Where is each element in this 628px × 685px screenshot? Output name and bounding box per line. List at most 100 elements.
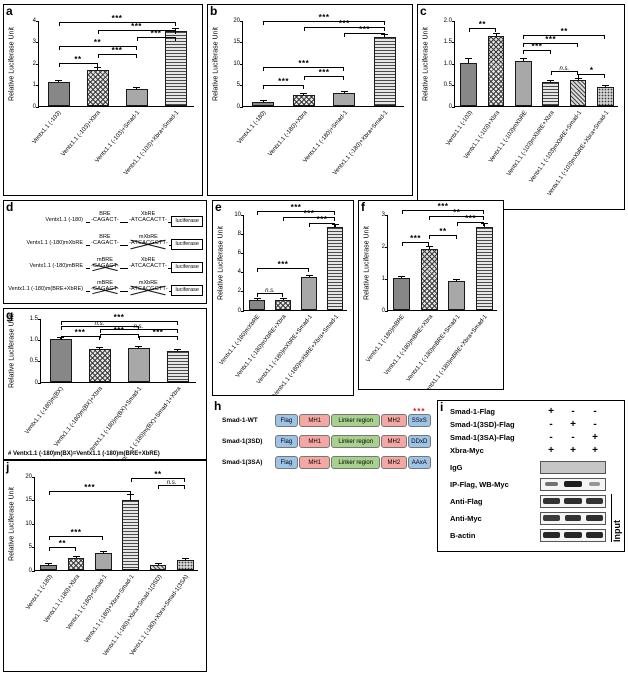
x-tick-label: Ventx1.1 (-180)mBRE+Xbra <box>383 314 435 377</box>
blot-band <box>564 531 582 539</box>
significance-label: n.s. <box>133 324 144 331</box>
y-tick-mark <box>32 500 35 501</box>
y-tick-label: 10 <box>233 60 240 67</box>
mutated-binding-site: mXbRE -ATCACGCTT- <box>128 234 169 247</box>
significance-label: *** <box>278 76 289 86</box>
significance-label: *** <box>131 21 142 31</box>
construct-track: BRE -CAGACT- XbRE -ATCACACTT-luciferase <box>86 209 204 232</box>
bar <box>542 82 560 106</box>
site-sequence: -CAGACT- <box>90 217 120 224</box>
panel-f-letter: f <box>361 200 365 214</box>
panel-d: d Ventx1.1 (-180) BRE -CAGACT- XbRE -ATCACAC… <box>3 200 207 304</box>
site-label: mBRE <box>97 257 113 263</box>
smad-construct-row: Smad-1(3SD) Flag MH1 Linker region MH2 DDxD <box>222 431 432 452</box>
blot-row: Anti-Myc <box>450 511 620 525</box>
condition-row: Xbra-Myc + + + <box>450 444 620 457</box>
significance-label: *** <box>545 34 557 44</box>
x-tick-label: Ventx1.1 (-180)+Smad-1 <box>302 110 349 165</box>
y-tick-label: 5 <box>236 82 240 88</box>
error-bar <box>181 558 189 561</box>
y-tick-label: 10 <box>25 520 32 527</box>
y-tick-mark <box>241 214 244 216</box>
x-tick-label: Ventx1.1 (-103)mXbRE+Smad-1 <box>528 110 583 185</box>
y-axis-label: Relative Luciferase Unit <box>8 314 16 388</box>
y-tick-label: 2 <box>381 243 385 250</box>
site-sequence: -ATCACACTT- <box>128 263 169 270</box>
error-bar <box>519 57 527 61</box>
y-tick-label: 0.5 <box>29 358 38 365</box>
plot-area: 0 2 4 6 8 10 Ventx1.1 (-180)mXbRE Ventx1.1 (-18… <box>219 204 347 395</box>
significance-bracket: *** <box>303 20 385 31</box>
y-tick-label: 1.5 <box>443 39 452 45</box>
blot-band <box>564 515 582 521</box>
condition-symbol: - <box>549 431 553 443</box>
panel-a-letter: a <box>6 4 13 18</box>
blot-strip <box>540 494 606 508</box>
condition-row: Smad-1(3SA)-Flag - - + <box>450 431 620 444</box>
error-bar <box>331 224 339 228</box>
construct-name: Ventx1.1 (-180)mXbRE <box>26 240 83 246</box>
y-axis-label: Relative Luciferase Unit <box>8 487 16 561</box>
y-axis-label: Relative Luciferase Unit <box>212 27 220 101</box>
significance-bracket: *** <box>523 43 551 55</box>
bar-chart-g: Relative Luciferase Unit 0 0.5 1.0 1.5 Ventx1… <box>4 309 206 459</box>
smad-construct-row: Smad-1-WT Flag MH1 Linker region MH2 SSxS *** <box>222 408 432 431</box>
blot-lane <box>584 496 605 507</box>
luciferase-box: luciferase <box>171 262 203 273</box>
bar-chart-j: Relative Luciferase Unit 0 5 10 15 20 Ventx1.1… <box>4 461 206 671</box>
panel-g-footnote: # Ventx1.1 (-180)m(BX)=Ventx1.1 (-180)m(… <box>8 451 160 457</box>
smad-construct-name: Smad-1(3SD) <box>222 438 263 445</box>
y-tick-label: 2 <box>32 60 36 67</box>
construct-name: Ventx1.1 (-180)mBRE <box>29 263 84 269</box>
significance-bracket: *** <box>97 22 176 34</box>
y-tick-mark <box>36 63 39 65</box>
bar <box>125 88 148 106</box>
y-tick-label: 20 <box>25 473 32 480</box>
significance-label: ** <box>453 208 461 217</box>
condition-values: + + + <box>540 445 606 457</box>
significance-label: *** <box>70 528 82 538</box>
y-tick-label: 1.0 <box>29 336 38 343</box>
y-tick-label: 1 <box>381 275 385 282</box>
blot-strip <box>540 528 606 542</box>
site-sequence: -ATCACACTT- <box>128 217 169 224</box>
significance-label: n.s. <box>559 65 570 72</box>
y-tick-mark <box>452 106 455 108</box>
significance-label: *** <box>290 203 302 213</box>
y-tick-mark <box>32 570 35 572</box>
panel-h: h Smad-1-WT Flag MH1 Linker region MH2 SSxS **… <box>212 400 432 476</box>
y-tick-mark <box>240 106 243 108</box>
x-tick-label: Ventx1.1 (-103) <box>32 110 64 146</box>
bar <box>487 36 505 106</box>
significance-bracket: *** <box>401 235 430 247</box>
error-bar <box>425 246 433 250</box>
blot-band <box>563 480 582 488</box>
significance-bracket: *** <box>257 204 335 216</box>
domain-box-aaxa: AAxA <box>407 456 432 469</box>
blot-label: Anti-Flag <box>450 496 483 506</box>
blot-strip <box>540 460 606 474</box>
significance-bracket: ** <box>523 27 606 39</box>
significance-label: ** <box>439 226 447 236</box>
bar-chart-a: Relative Luciferase Unit 0 1 2 3 4 Ventx1.1 (-… <box>4 5 202 195</box>
error-bar <box>279 297 287 300</box>
significance-label: * <box>589 65 594 75</box>
construct-diagram: Ventx1.1 (-180) BRE -CAGACT- XbRE -ATCACACTT… <box>6 209 204 301</box>
domain-box-linker-region: Linker region <box>331 414 381 427</box>
significance-bracket: n.s. <box>158 480 186 489</box>
bar <box>40 565 58 570</box>
condition-label: Smad-1-Flag <box>450 407 496 416</box>
construct-row: Ventx1.1 (-180)mBRE mBRE -CAGACT- XbRE -ATCA… <box>6 255 204 278</box>
significance-label: *** <box>318 68 330 77</box>
binding-site: BRE -CAGACT- <box>90 234 120 247</box>
significance-label: *** <box>410 234 421 244</box>
y-axis-label: Relative Luciferase Unit <box>8 27 16 101</box>
y-tick-mark <box>452 20 455 22</box>
significance-label: *** <box>318 13 330 23</box>
blot-band <box>585 498 603 504</box>
blot-row: B-actin <box>450 528 620 542</box>
y-tick-label: 4 <box>237 269 241 276</box>
bar <box>300 277 317 310</box>
plot-area: 0 5 10 15 20 Ventx1.1 (-180) Ventx1.1 (-180)+X… <box>233 14 404 176</box>
significance-bracket: *** <box>60 314 178 326</box>
